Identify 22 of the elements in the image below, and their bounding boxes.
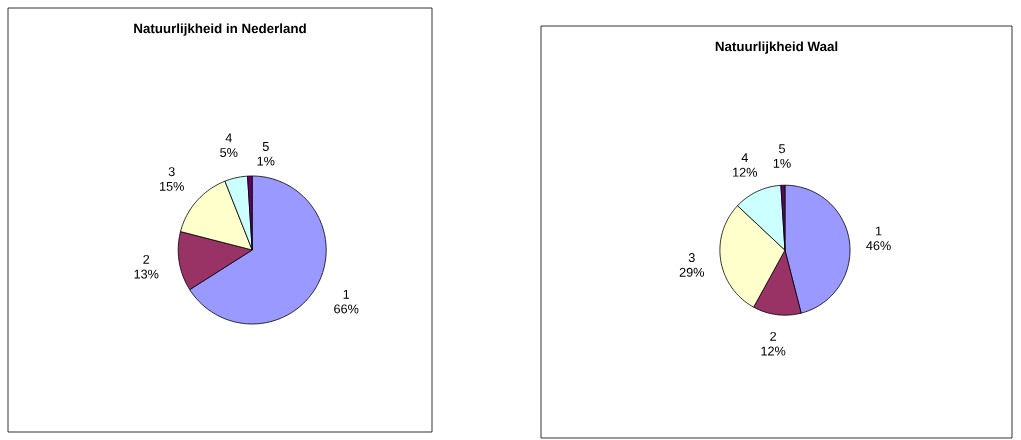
- slice-label: 4: [225, 133, 232, 143]
- slice-label: 4: [741, 153, 748, 162]
- data-label: 29%: [679, 267, 705, 277]
- slice-label: 2: [770, 331, 777, 341]
- slice-label: 2: [143, 254, 150, 264]
- data-label: 12%: [761, 346, 786, 356]
- data-label: 1%: [257, 156, 275, 166]
- data-label: 15%: [159, 181, 184, 191]
- data-label: 12%: [733, 167, 758, 177]
- slice-label: 3: [688, 253, 695, 263]
- data-label: 5%: [220, 148, 238, 158]
- data-label: 13%: [134, 269, 159, 279]
- data-label: 46%: [866, 241, 891, 251]
- slice-label: 5: [778, 144, 786, 154]
- slice-label: 1: [343, 289, 350, 299]
- slice-label: 1: [875, 226, 882, 236]
- chart-title: Natuurlijkheid Waal: [715, 41, 838, 54]
- chart-title: Natuurlijkheid in Nederland: [134, 23, 306, 36]
- slice-label: 3: [168, 167, 175, 177]
- data-label: 1%: [773, 158, 791, 168]
- data-label: 66%: [334, 304, 359, 314]
- slice-label: 5: [262, 142, 269, 151]
